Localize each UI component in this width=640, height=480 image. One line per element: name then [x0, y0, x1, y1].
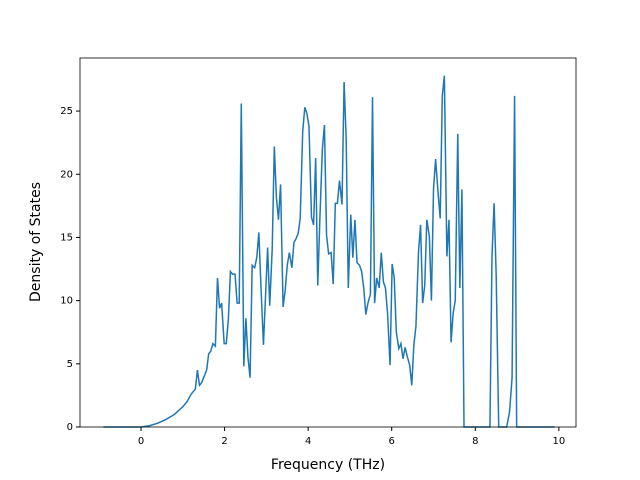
x-tick-label: 4 — [305, 436, 311, 447]
x-tick-label: 6 — [389, 436, 395, 447]
y-axis-label: Density of States — [28, 182, 44, 302]
x-tick-label: 8 — [472, 436, 478, 447]
x-axis-label: Frequency (THz) — [271, 457, 385, 473]
y-tick-label: 0 — [67, 422, 73, 433]
y-tick-label: 10 — [60, 296, 73, 307]
x-tick-label: 10 — [553, 436, 566, 447]
y-tick-label: 20 — [60, 169, 73, 180]
plot-frame — [79, 57, 577, 428]
y-tick-label: 25 — [60, 106, 73, 117]
data-line — [103, 75, 555, 428]
x-tick-label: 0 — [138, 436, 144, 447]
y-tick-label: 15 — [60, 232, 73, 243]
y-tick-label: 5 — [67, 359, 73, 370]
x-tick-label: 2 — [221, 436, 227, 447]
